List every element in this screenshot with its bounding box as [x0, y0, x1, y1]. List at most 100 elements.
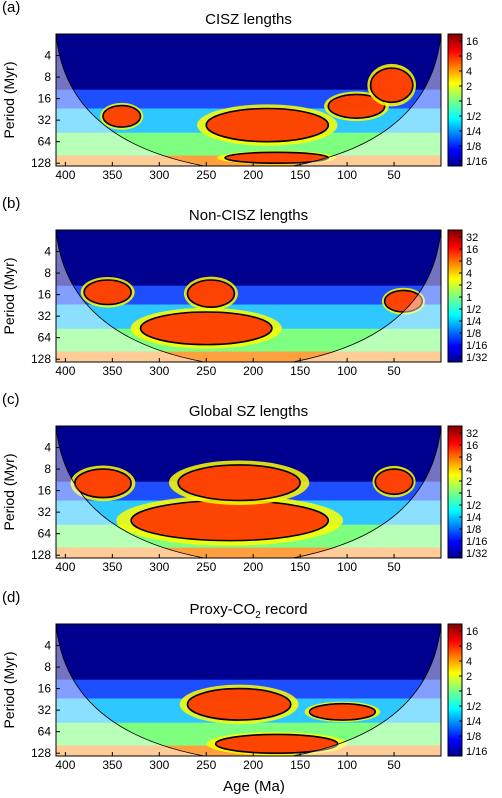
colorbar-tick-label: 1	[466, 292, 472, 304]
cone-of-influence-shade	[56, 426, 441, 558]
significance-contour	[186, 279, 236, 309]
y-tick-label: 128	[31, 352, 51, 366]
colorbar-tick-label: 1/8	[466, 141, 481, 153]
x-tick-label: 400	[55, 364, 75, 378]
x-tick-label: 50	[387, 364, 401, 378]
cone-of-influence-line	[56, 230, 441, 362]
colorbar-tick-label: 32	[466, 232, 478, 244]
significance-contour	[327, 93, 386, 119]
x-tick-label: 150	[290, 364, 310, 378]
colorbar-tick-label: 1/4	[466, 716, 481, 728]
y-tick-label: 32	[38, 505, 52, 519]
power-region	[370, 68, 413, 103]
cone-of-influence-line	[56, 426, 441, 558]
x-tick-label: 300	[149, 758, 169, 772]
colorbar-tick-label: 1/8	[466, 731, 481, 743]
cone-of-influence-line	[56, 34, 441, 166]
x-tick-label: 350	[102, 758, 122, 772]
significance-contour	[83, 279, 132, 306]
y-tick-label: 64	[38, 331, 52, 345]
panel-title: CISZ lengths	[205, 11, 292, 28]
heatmap	[56, 34, 441, 166]
panel-letter: (c)	[2, 391, 20, 408]
panel-letter: (d)	[2, 589, 20, 606]
x-tick-label: 200	[243, 758, 263, 772]
colorbar-tick-label: 1/32	[466, 548, 487, 560]
significance-contour	[369, 67, 414, 104]
power-region	[328, 94, 385, 119]
colorbar-tick-label: 1/16	[466, 746, 487, 758]
colorbar-tick-label: 1/4	[466, 316, 481, 328]
x-tick-label: 50	[387, 168, 401, 182]
power-region	[102, 105, 141, 128]
y-tick-label: 8	[44, 462, 51, 476]
colorbar	[447, 33, 463, 167]
colorbar-tick-label: 1/16	[466, 156, 487, 168]
colorbar-tick-label: 16	[466, 626, 478, 638]
x-tick-label: 50	[387, 560, 401, 574]
y-tick-label: 16	[38, 484, 52, 498]
colorbar-tick-label: 1	[466, 686, 472, 698]
panel-letter: (a)	[2, 0, 20, 16]
plot-frame	[55, 229, 442, 363]
plot-frame	[55, 33, 442, 167]
significance-contour	[139, 311, 273, 346]
x-axis-label: Age (Ma)	[223, 778, 285, 795]
x-tick-label: 300	[149, 560, 169, 574]
colorbar-tick-label: 4	[466, 656, 472, 668]
power-region	[375, 469, 413, 495]
colorbar-tick-label: 8	[466, 256, 472, 268]
significance-contour	[177, 464, 301, 502]
plot-frame	[55, 425, 442, 559]
y-axis-label: Period (Myr)	[1, 453, 17, 530]
colorbar-tick-label: 16	[466, 244, 478, 256]
colorbar-tick-label: 2	[466, 671, 472, 683]
panel-title-subscript: 2	[255, 610, 261, 621]
y-tick-label: 64	[38, 725, 52, 739]
colorbar-tick-label: 1/4	[466, 512, 481, 524]
colorbar-tick-label: 8	[466, 51, 472, 63]
colorbar-tick-label: 8	[466, 452, 472, 464]
y-tick-label: 4	[44, 441, 51, 455]
panel-a: 400 350 300 250 200 150 100 5048163264128Period…	[1, 0, 487, 182]
y-tick-label: 16	[38, 682, 52, 696]
significance-contour	[186, 687, 292, 721]
power-region	[225, 152, 329, 164]
colorbar-tick-label: 1/16	[466, 536, 487, 548]
plot-frame	[55, 623, 442, 757]
heatmap	[56, 230, 441, 362]
panel-d: 400 350 300 250 200 150 100 5048163264128Period…	[1, 589, 487, 772]
colorbar-tick-label: 4	[466, 268, 472, 280]
x-tick-label: 250	[196, 560, 216, 574]
y-axis-label: Period (Myr)	[1, 257, 17, 334]
cone-of-influence-line	[56, 624, 441, 756]
colorbar	[447, 229, 463, 363]
significance-contour	[73, 468, 132, 499]
cone-of-influence-shade	[56, 34, 441, 166]
colorbar-tick-label: 1/2	[466, 111, 481, 123]
heatmap	[56, 426, 441, 558]
panel-b: 400 350 300 250 200 150 100 5048163264128Period…	[1, 195, 487, 378]
colorbar-tick-label: 4	[466, 66, 472, 78]
panel-title: Global SZ lengths	[189, 403, 308, 420]
y-tick-label: 8	[44, 660, 51, 674]
y-axis-label: Period (Myr)	[1, 651, 17, 728]
colorbar-tick-label: 32	[466, 428, 478, 440]
x-tick-label: 400	[55, 758, 75, 772]
x-tick-label: 150	[290, 560, 310, 574]
y-tick-label: 4	[44, 49, 51, 63]
cone-of-influence-shade	[56, 624, 441, 756]
power-region	[187, 280, 235, 308]
significance-contour	[214, 733, 339, 755]
x-tick-label: 400	[55, 168, 75, 182]
x-tick-label: 300	[149, 168, 169, 182]
colorbar-tick-label: 1/16	[466, 340, 487, 352]
power-region	[84, 280, 132, 305]
x-tick-label: 350	[102, 560, 122, 574]
x-tick-label: 400	[55, 560, 75, 574]
y-tick-label: 128	[31, 156, 51, 170]
colorbar-tick-label: 1/8	[466, 328, 481, 340]
power-region	[206, 108, 329, 142]
colorbar-tick-label: 1	[466, 488, 472, 500]
